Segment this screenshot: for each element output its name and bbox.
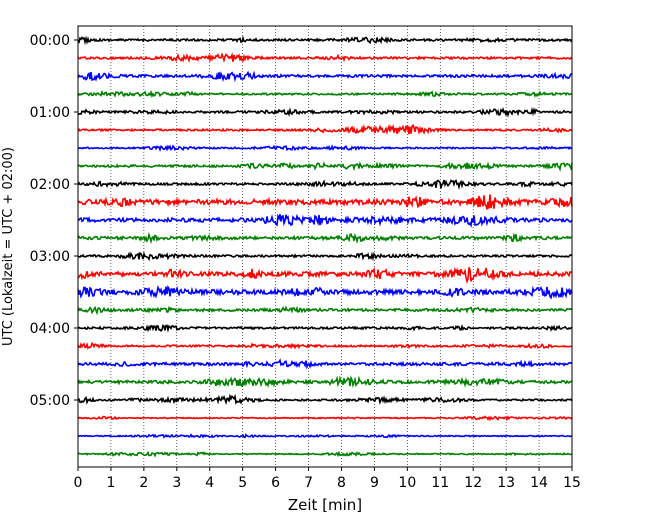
- y-axis-label: UTC (Lokalzeit = UTC + 02:00): [1, 147, 16, 346]
- x-tick-label: 14: [530, 475, 548, 491]
- trace-0015: [77, 52, 573, 64]
- trace-0515: [77, 415, 573, 422]
- trace-0215: [77, 194, 573, 210]
- y-tick-label: 03:00: [30, 249, 70, 265]
- trace-0530: [77, 433, 573, 439]
- x-tick-label: 1: [106, 475, 115, 491]
- trace-0345: [77, 305, 573, 316]
- trace-0100: [77, 106, 573, 118]
- x-tick-label: 4: [205, 475, 214, 491]
- x-axis: 0 1 2 3 4 5 6 7 8 9 10 11 12 13 14 15: [74, 467, 581, 491]
- trace-0500: [77, 393, 573, 406]
- x-tick-label: 2: [139, 475, 148, 491]
- x-tick-label: 8: [337, 475, 346, 491]
- y-tick-label: 00:00: [30, 33, 70, 49]
- trace-0315: [77, 266, 573, 285]
- x-tick-label: 5: [238, 475, 247, 491]
- y-tick-label: 04:00: [30, 321, 70, 337]
- x-tick-label: 6: [271, 475, 280, 491]
- y-tick-label: 05:00: [30, 393, 70, 409]
- trace-0400: [77, 323, 573, 333]
- trace-0000: [77, 35, 573, 46]
- x-tick-label: 7: [304, 475, 313, 491]
- trace-0145: [77, 161, 573, 172]
- x-axis-label: Zeit [min]: [288, 496, 362, 514]
- x-tick-label: 10: [398, 475, 416, 491]
- trace-0445: [77, 375, 573, 388]
- trace-0230: [77, 213, 573, 228]
- x-tick-label: 12: [464, 475, 482, 491]
- trace-0130: [77, 144, 573, 152]
- y-axis: 00:00 01:00 02:00 03:00 04:00 05:00: [30, 33, 78, 409]
- trace-0200: [77, 179, 573, 190]
- x-tick-label: 0: [74, 475, 83, 491]
- x-tick-label: 15: [563, 475, 581, 491]
- plot-frame: [77, 25, 573, 468]
- y-tick-label: 02:00: [30, 177, 70, 193]
- x-tick-label: 3: [172, 475, 181, 491]
- x-tick-label: 13: [497, 475, 515, 491]
- trace-0300: [77, 251, 573, 262]
- trace-0430: [77, 358, 573, 370]
- x-tick-label: 11: [431, 475, 449, 491]
- trace-0115: [77, 123, 573, 136]
- trace-group: [77, 35, 573, 458]
- trace-0415: [77, 341, 573, 350]
- trace-0030: [77, 70, 573, 83]
- trace-0330: [77, 285, 573, 300]
- trace-0545: [77, 450, 573, 458]
- trace-0245: [77, 231, 573, 245]
- x-tick-label: 9: [370, 475, 379, 491]
- trace-0045: [77, 89, 573, 99]
- y-tick-label: 01:00: [30, 105, 70, 121]
